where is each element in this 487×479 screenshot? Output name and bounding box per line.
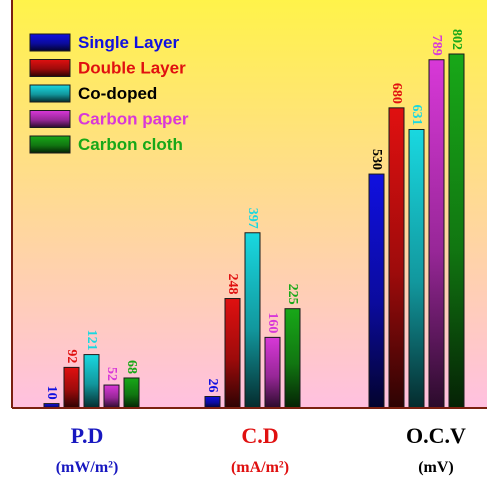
bar-carbon-cloth-pd	[123, 377, 140, 409]
value-label-carbon-paper-cd: 160	[265, 312, 280, 333]
bar-carbon-paper-ocv	[428, 59, 445, 409]
value-labels-group: 10 92 121 52 68 26 248 397 160 225 530 680 631 789 802	[44, 29, 464, 400]
value-label-co-doped-cd: 397	[245, 208, 260, 229]
x-unit-label-cd: (mA/m²)	[231, 459, 289, 476]
bar-carbon-paper-cd	[264, 336, 281, 409]
bar-double-layer-ocv	[388, 107, 405, 409]
legend-label-double-layer: Double Layer	[78, 59, 186, 78]
legend-swatch-carbon-cloth	[29, 135, 71, 154]
legend-label-carbon-cloth: Carbon cloth	[78, 135, 183, 154]
legend-swatch-double-layer	[29, 59, 71, 77]
x-tick-label-ocv: O.C.V	[406, 423, 466, 448]
bar-double-layer-cd	[224, 298, 241, 409]
legend-swatch-single-layer	[29, 33, 71, 52]
x-unit-label-ocv: (mV)	[418, 459, 454, 476]
bar-double-layer-pd	[63, 366, 80, 409]
legend-label-co-doped: Co-doped	[78, 84, 157, 103]
bar-carbon-cloth-cd	[284, 308, 301, 409]
value-label-double-layer-cd: 248	[225, 274, 240, 295]
value-label-single-layer-ocv: 530	[369, 149, 384, 170]
x-unit-label-pd: (mW/m²)	[56, 459, 119, 476]
bar-co-doped-pd	[83, 354, 100, 409]
x-tick-labels: P.D (mW/m²) C.D (mA/m²) O.C.V (mV)	[56, 423, 466, 476]
legend-swatch-co-doped	[29, 84, 71, 103]
value-label-carbon-paper-pd: 52	[104, 367, 119, 381]
bar-carbon-cloth-ocv	[448, 53, 465, 409]
bars-group	[43, 53, 465, 409]
x-tick-label-pd: P.D	[71, 423, 104, 448]
legend-swatch-carbon-paper	[29, 110, 71, 128]
legend-label-carbon-paper: Carbon paper	[78, 110, 189, 129]
value-label-carbon-cloth-cd: 225	[285, 284, 300, 305]
bar-carbon-paper-pd	[103, 384, 120, 409]
bar-single-layer-ocv	[368, 173, 385, 409]
value-label-double-layer-ocv: 680	[389, 83, 404, 104]
value-label-carbon-paper-ocv: 789	[429, 35, 444, 56]
x-tick-label-cd: C.D	[241, 423, 278, 448]
bar-co-doped-ocv	[408, 128, 425, 409]
value-label-carbon-cloth-pd: 68	[124, 360, 139, 374]
bar-co-doped-cd	[244, 232, 261, 409]
legend: Single Layer Double Layer Co-doped Carbon p…	[29, 33, 189, 154]
value-label-co-doped-ocv: 631	[409, 104, 424, 125]
value-label-single-layer-pd: 10	[44, 386, 59, 400]
value-label-carbon-cloth-ocv: 802	[449, 29, 464, 50]
bar-single-layer-cd	[204, 396, 221, 409]
value-label-double-layer-pd: 92	[64, 349, 79, 363]
value-label-single-layer-cd: 26	[205, 379, 220, 393]
value-label-co-doped-pd: 121	[84, 330, 99, 351]
legend-label-single-layer: Single Layer	[78, 33, 179, 52]
